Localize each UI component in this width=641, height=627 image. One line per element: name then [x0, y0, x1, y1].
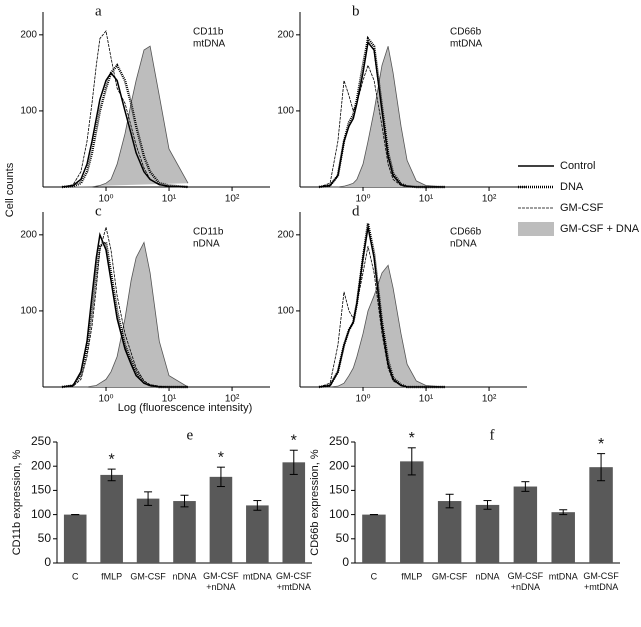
y-tick-label: 200: [329, 458, 349, 472]
y-tick-label: 200: [20, 229, 37, 240]
legend-swatch: [518, 222, 554, 236]
x-tick-label: GM-CSF +mtDNA: [583, 571, 619, 592]
x-tick-label: GM-CSF: [130, 571, 166, 581]
significance-mark: *: [109, 451, 115, 468]
x-tick-label: GM-CSF +nDNA: [203, 571, 239, 592]
panel-letter: c: [95, 203, 102, 219]
bar: [400, 461, 424, 563]
histogram-curve: [61, 227, 188, 388]
y-tick-label: 100: [31, 507, 51, 521]
legend-label: Control: [560, 160, 595, 172]
histogram-curve: [61, 240, 188, 389]
panel-annotation: CD66b: [450, 227, 482, 238]
x-tick-label: C: [371, 571, 378, 581]
y-axis-label: CD66b expression, %: [309, 449, 321, 556]
legend-label: GM-CSF + DNA: [560, 223, 640, 235]
x-tick-label: 10⁰: [98, 394, 113, 405]
x-tick-label: 10²: [225, 194, 240, 205]
bar: [209, 476, 233, 563]
histogram-area: [62, 241, 189, 388]
panel-annotation: CD11b: [193, 227, 224, 238]
significance-mark: *: [291, 432, 297, 449]
legend-label: DNA: [560, 181, 584, 193]
x-tick-label: mtDNA: [549, 571, 578, 581]
y-tick-label: 150: [31, 483, 51, 497]
histogram-curve: [318, 35, 445, 189]
histogram-curve: [61, 30, 189, 188]
bar: [475, 504, 500, 563]
bar: [362, 514, 386, 563]
panel-annotation: CD11b: [193, 27, 224, 38]
x-tick-label: C: [72, 571, 79, 581]
bar: [589, 467, 613, 563]
histogram-area: [62, 45, 189, 188]
y-tick-label: 200: [31, 458, 51, 472]
x-tick-label: 10¹: [419, 394, 434, 405]
x-tick-label: 10⁰: [98, 194, 113, 205]
panel-annotation: CD66b: [450, 27, 482, 38]
significance-mark: *: [409, 430, 415, 447]
y-tick-label: 100: [277, 106, 294, 117]
y-tick-label: 100: [20, 106, 37, 117]
x-tick-label: 10¹: [162, 394, 177, 405]
x-tick-label: GM-CSF +nDNA: [508, 571, 544, 592]
bar: [513, 486, 538, 563]
histogram-curve: [318, 246, 445, 388]
bar: [282, 462, 306, 563]
panel-annotation: nDNA: [193, 239, 220, 250]
x-tick-label: fMLP: [401, 571, 422, 581]
significance-mark: *: [598, 436, 604, 453]
panel-annotation: mtDNA: [450, 39, 483, 50]
y-tick-label: 50: [38, 531, 52, 545]
x-tick-label: fMLP: [101, 571, 122, 581]
legend-label: GM-CSF: [560, 202, 604, 214]
panel-annotation: nDNA: [450, 239, 477, 250]
y-tick-label: 250: [31, 434, 51, 448]
x-tick-label: nDNA: [475, 571, 499, 581]
bar: [100, 474, 123, 563]
x-tick-label: 10⁰: [355, 394, 370, 405]
bar: [136, 498, 160, 563]
x-tick-label: 10²: [482, 394, 497, 405]
bar: [173, 501, 196, 563]
panel-annotation: mtDNA: [193, 39, 226, 50]
y-tick-label: 200: [277, 229, 294, 240]
x-tick-label: GM-CSF +mtDNA: [276, 571, 312, 592]
x-tick-label: 10¹: [419, 194, 434, 205]
y-tick-label: 200: [20, 29, 37, 40]
x-tick-label: 10¹: [162, 194, 177, 205]
y-tick-label: 100: [20, 306, 37, 317]
y-tick-label: 100: [329, 507, 349, 521]
histogram-curve: [318, 64, 445, 188]
y-axis-label: Cell counts: [4, 162, 16, 217]
y-tick-label: 0: [44, 555, 51, 569]
panel-letter: e: [187, 427, 194, 443]
bar: [437, 501, 462, 563]
y-axis-label: CD11b expression, %: [11, 450, 23, 556]
x-tick-label: nDNA: [172, 571, 196, 581]
x-tick-label: mtDNA: [243, 571, 272, 581]
x-tick-label: GM-CSF: [432, 571, 468, 581]
panel-letter: a: [95, 3, 102, 19]
y-tick-label: 150: [329, 483, 349, 497]
bar: [246, 505, 269, 563]
y-tick-label: 0: [342, 555, 349, 569]
bar: [551, 512, 575, 563]
x-tick-label: 10²: [482, 194, 497, 205]
panel-letter: f: [490, 427, 495, 443]
significance-mark: *: [218, 449, 224, 466]
bar: [63, 514, 87, 563]
y-tick-label: 100: [277, 306, 294, 317]
y-tick-label: 250: [329, 434, 349, 448]
x-axis-label: Log (fluorescence intensity): [118, 402, 253, 414]
x-tick-label: 10⁰: [355, 194, 370, 205]
panel-letter: b: [352, 3, 360, 19]
x-tick-label: 10²: [225, 394, 240, 405]
histogram-area: [319, 46, 446, 188]
y-tick-label: 200: [277, 29, 294, 40]
panel-letter: d: [352, 203, 360, 219]
y-tick-label: 50: [336, 531, 350, 545]
histogram-curve: [61, 63, 189, 189]
